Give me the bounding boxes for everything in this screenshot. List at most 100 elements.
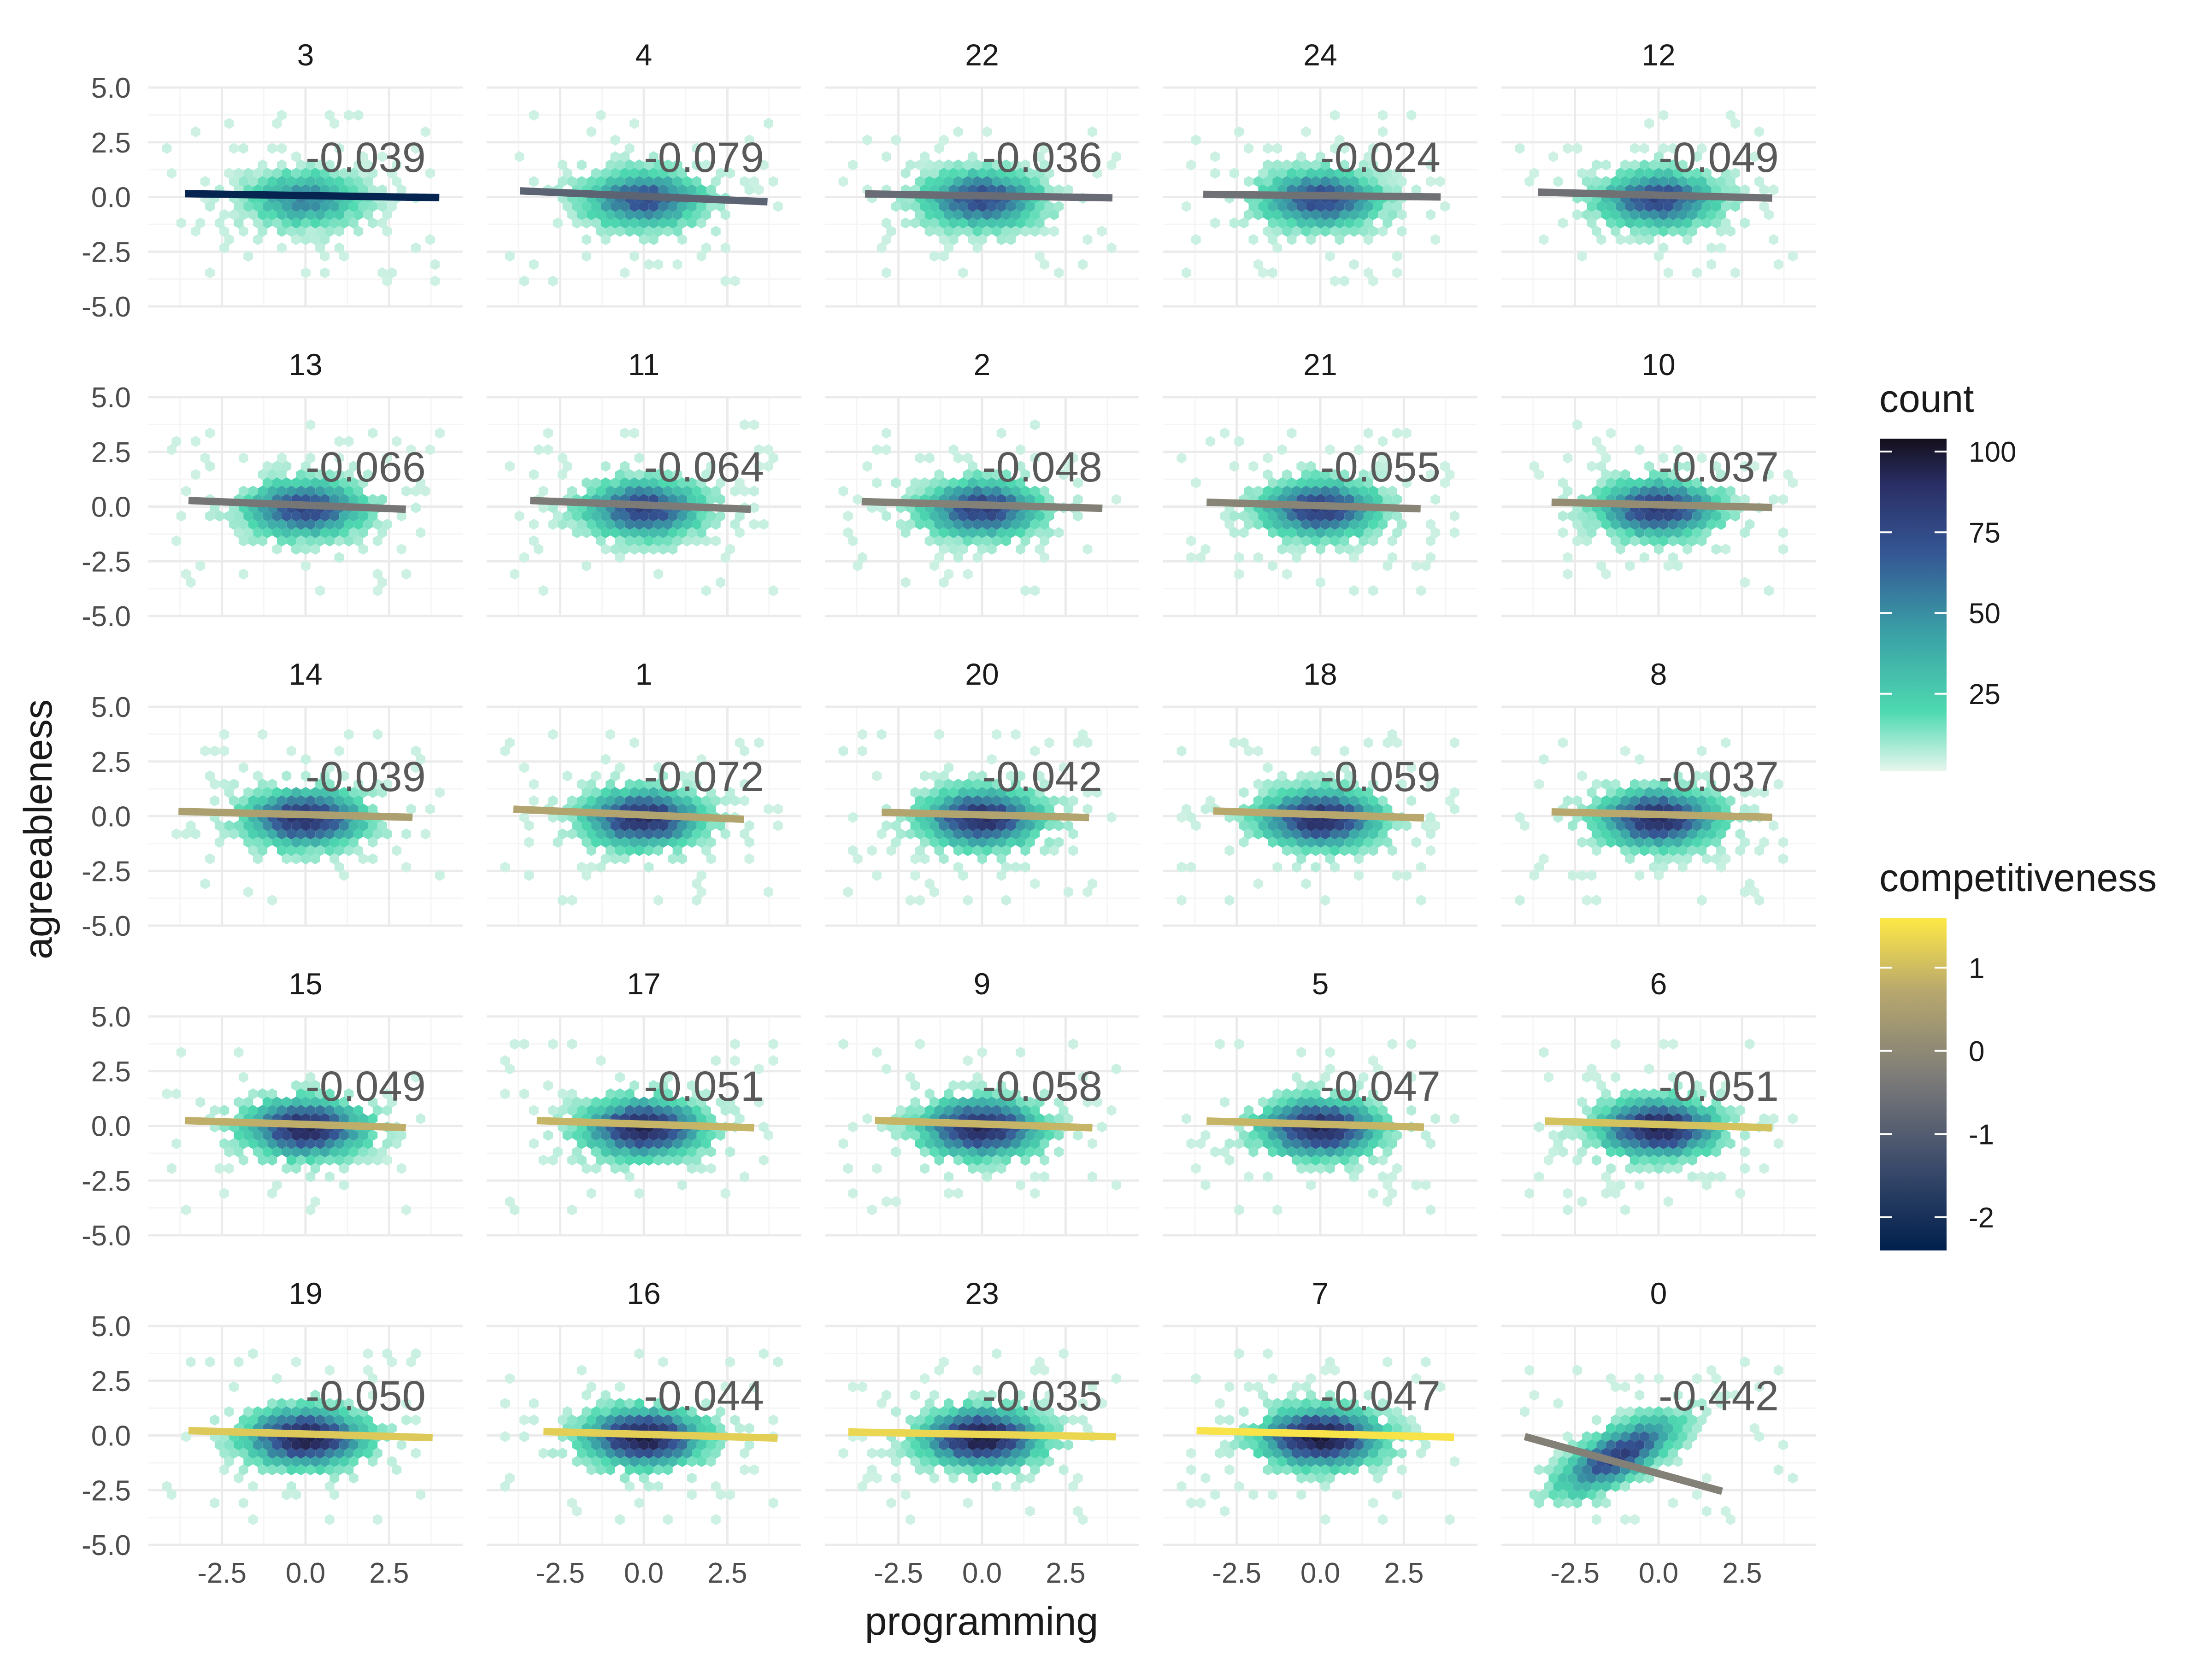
- hex-bin: [239, 569, 248, 580]
- hex-bin: [973, 1365, 982, 1376]
- hex-bin: [411, 502, 421, 513]
- hex-bin: [529, 1138, 539, 1149]
- hex-bin: [901, 577, 911, 588]
- hex-bin: [882, 151, 891, 162]
- hex-bin: [1244, 1381, 1253, 1392]
- hex-bin: [539, 585, 548, 596]
- hex-bin: [1706, 259, 1716, 270]
- hex-bin: [644, 259, 653, 270]
- hex-bin: [291, 1356, 301, 1368]
- y-tick-label: 5.0: [91, 1001, 131, 1033]
- y-tick-label: 0.0: [91, 492, 131, 523]
- hex-bin: [1025, 1506, 1035, 1517]
- hex-bin: [1788, 1113, 1798, 1124]
- y-tick-label: -2.5: [82, 1165, 131, 1197]
- hex-bin: [1301, 126, 1311, 137]
- hex-bin: [953, 126, 963, 137]
- hex-bin: [373, 729, 382, 740]
- hex-bin: [425, 234, 435, 245]
- hex-bin: [543, 428, 553, 439]
- hex-bin: [706, 1163, 716, 1174]
- hex-bin: [1563, 452, 1573, 464]
- hex-bin: [1073, 1130, 1083, 1141]
- correlation-label: -0.051: [644, 1063, 764, 1110]
- hex-bin: [1054, 527, 1064, 538]
- hex-bin: [519, 1088, 529, 1099]
- hex-bin: [863, 461, 872, 472]
- hex-bin: [858, 729, 867, 740]
- hex-bin: [673, 259, 682, 270]
- hex-bin: [687, 1473, 697, 1484]
- hex-bin: [543, 1080, 553, 1091]
- hex-bin: [915, 452, 925, 464]
- hex-bin: [1030, 419, 1040, 430]
- y-tick-label: 0.0: [91, 1420, 131, 1452]
- correlation-label: -0.042: [982, 753, 1102, 800]
- hex-bin: [1558, 217, 1568, 229]
- hex-bin: [421, 828, 430, 839]
- y-tick-label: 5.0: [91, 1311, 131, 1343]
- hex-bin: [1582, 895, 1592, 906]
- hex-bin: [548, 1039, 558, 1050]
- hex-bin: [1712, 544, 1721, 555]
- hex-bin: [635, 1348, 644, 1359]
- hex-bin: [1430, 234, 1440, 245]
- hex-bin: [1225, 1381, 1235, 1392]
- hex-bin: [1611, 1072, 1621, 1083]
- hex-bin: [882, 1063, 891, 1074]
- hex-bin: [267, 143, 277, 154]
- hex-bin: [1078, 259, 1088, 270]
- hex-bin: [1068, 845, 1078, 856]
- hex-bin: [239, 143, 248, 154]
- hex-bin: [839, 486, 848, 497]
- hex-bin: [524, 837, 534, 848]
- hex-bin: [1059, 1464, 1069, 1475]
- hex-bin: [1450, 737, 1459, 748]
- hex-bin: [401, 569, 411, 580]
- facet-strip-label: 13: [288, 347, 322, 382]
- y-tick-label: -5.0: [82, 910, 131, 942]
- hex-bin: [1426, 845, 1435, 856]
- hex-bin: [1416, 585, 1426, 596]
- hex-bin: [205, 853, 215, 864]
- hex-bin: [529, 519, 539, 530]
- hex-bin: [515, 151, 524, 162]
- hex-bin: [1635, 444, 1644, 455]
- hex-bin: [1544, 1072, 1553, 1083]
- hex-bin: [210, 745, 220, 757]
- hex-bin: [239, 762, 248, 773]
- hex-bin: [191, 126, 200, 137]
- hex-bin: [872, 1163, 882, 1174]
- hex-bin: [773, 1356, 783, 1368]
- hex-bin: [1182, 201, 1191, 212]
- hex-bin: [529, 259, 539, 270]
- hex-bin: [1177, 745, 1187, 757]
- hex-bin: [1412, 837, 1421, 848]
- hex-bin: [764, 804, 773, 815]
- hex-bin: [882, 267, 891, 278]
- y-tick-label: 2.5: [91, 1366, 131, 1397]
- hex-bin: [716, 577, 725, 588]
- hex-bin: [529, 469, 539, 480]
- hex-bin: [759, 1155, 769, 1166]
- hex-bin: [224, 1163, 234, 1174]
- hex-bin: [205, 267, 215, 278]
- hex-bin: [287, 745, 296, 757]
- hex-bin: [1769, 494, 1778, 505]
- hex-bin: [1534, 1121, 1544, 1133]
- hex-bin: [1620, 1381, 1630, 1392]
- hex-bin: [1249, 234, 1259, 245]
- hex-bin: [872, 770, 882, 781]
- hex-bin: [529, 110, 539, 121]
- hex-bin: [1778, 494, 1788, 505]
- facet-strip-label: 12: [1641, 38, 1675, 72]
